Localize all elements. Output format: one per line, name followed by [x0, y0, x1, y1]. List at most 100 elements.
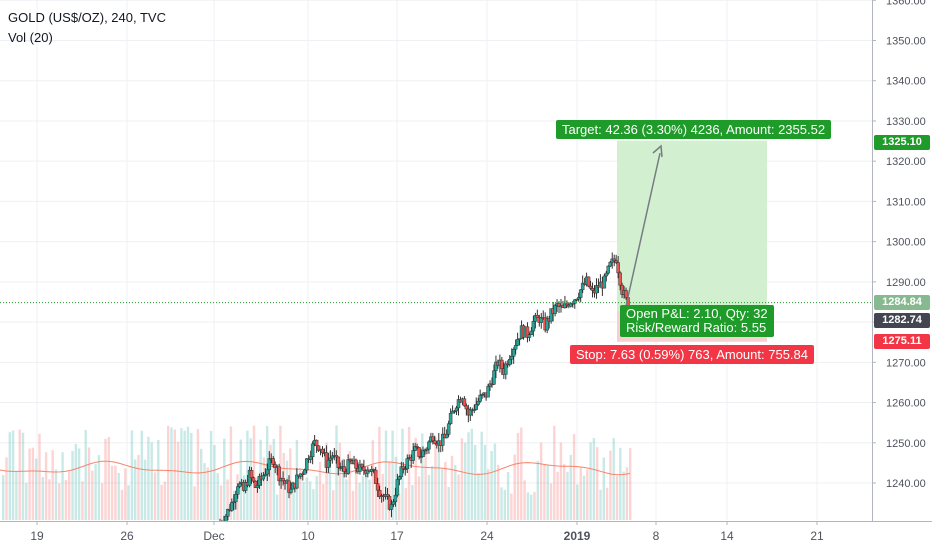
candle-body [602, 275, 607, 289]
volume-bar [457, 474, 460, 520]
volume-bar [444, 461, 447, 520]
candle-body [336, 456, 341, 468]
candle-body [618, 272, 622, 286]
price-tick-label: 1290.00 [886, 277, 926, 289]
volume-bar [213, 444, 216, 520]
candle-body [448, 412, 453, 425]
target-label[interactable]: Target: 42.36 (3.30%) 4236, Amount: 2355… [556, 120, 832, 139]
volume-bar [18, 429, 21, 520]
volume-bar [193, 486, 196, 520]
stop-label[interactable]: Stop: 7.63 (0.59%) 763, Amount: 755.84 [570, 345, 814, 364]
volume-bar [371, 440, 374, 520]
volume-bar [503, 489, 506, 520]
volume-bar [596, 447, 599, 520]
volume-bar [134, 459, 137, 520]
volume-bar [163, 481, 167, 520]
candle-body [377, 489, 382, 497]
volume-bar [556, 471, 559, 520]
volume-bar [180, 428, 183, 520]
volume-bar [513, 454, 516, 520]
price-tick-label: 1360.00 [886, 0, 926, 7]
candle-body [578, 289, 583, 298]
candle-body [427, 441, 431, 450]
volume-bar [599, 489, 602, 520]
volume-bar [434, 437, 437, 520]
price-tick-label: 1330.00 [886, 116, 926, 128]
volume-bar [5, 457, 8, 520]
volume-bar [262, 457, 266, 520]
volume-bar [351, 490, 355, 520]
price-tick-label: 1340.00 [886, 76, 926, 88]
volume-bar [493, 443, 497, 520]
candle-body [251, 477, 256, 482]
candle-body [255, 485, 260, 488]
candle-body [590, 288, 595, 291]
volume-bar [530, 494, 533, 520]
volume-bar [407, 427, 411, 520]
candle-body [235, 486, 240, 495]
volume-bar [173, 429, 176, 520]
volume-bar [196, 429, 200, 520]
candle-body [234, 494, 238, 503]
volume-bar [566, 471, 569, 520]
volume-bar [143, 459, 147, 520]
candle-body [265, 469, 270, 475]
candle-body [342, 466, 346, 472]
time-axis[interactable]: 19 26 Dec 10 17 24 2019 8 14 21 [0, 521, 932, 550]
position-overlay[interactable] [0, 144, 872, 307]
candle-body [624, 290, 628, 298]
volume-bar [520, 427, 523, 520]
volume-bar [206, 467, 209, 520]
candle-body [462, 398, 467, 407]
volume-bar [44, 452, 48, 520]
candle-body [375, 483, 380, 491]
volume-bar [61, 452, 64, 520]
candle-body [249, 470, 254, 478]
candle-body [431, 436, 435, 442]
time-tick-label: 26 [120, 529, 134, 543]
volume-bar [256, 476, 259, 520]
open-pnl-box[interactable]: Open P&L: 2.10, Qty: 32 Risk/Reward Rati… [620, 305, 774, 337]
candle-body [539, 317, 544, 323]
candle-body [267, 458, 272, 470]
volume-bar [569, 454, 572, 520]
volume-bar [576, 484, 579, 520]
candle-body [421, 450, 425, 457]
candle-body [354, 459, 358, 469]
volume-bar [74, 443, 77, 520]
price-axis[interactable]: 1240.001250.001260.001270.001280.001290.… [872, 0, 932, 550]
candle-body [474, 404, 478, 410]
volume-bar [563, 464, 566, 520]
volume-bar [355, 464, 358, 520]
candle-body [533, 315, 538, 322]
candle-body [527, 334, 532, 338]
candlestick-series [218, 252, 630, 530]
candle-body [616, 262, 620, 274]
price-axis-bg [872, 0, 932, 550]
volume-bar [500, 487, 503, 520]
volume-bar [68, 471, 71, 520]
volume-bar [302, 481, 305, 520]
price-tick-label: 1350.00 [886, 36, 926, 48]
candle-body [614, 260, 618, 263]
volume-bar [345, 479, 348, 520]
volume-bar [54, 469, 58, 520]
candle-body [320, 448, 325, 454]
volume-bar [170, 427, 173, 520]
candle-body [397, 476, 402, 480]
volume-bar [183, 430, 186, 520]
volume-bar [200, 448, 203, 520]
volume-bar [239, 439, 242, 520]
volume-bar [48, 479, 51, 520]
volume-bar [104, 438, 107, 520]
candle-body [362, 466, 366, 471]
symbol-title: GOLD (US$/OZ), 240, TVC [8, 10, 166, 25]
candle-body [417, 447, 421, 457]
volume-bar [615, 476, 619, 520]
volume-bar [437, 448, 440, 520]
candle-body [271, 458, 275, 465]
candle-body [373, 469, 378, 484]
indicator-title: Vol (20) [8, 30, 53, 45]
candle-body [237, 483, 242, 488]
